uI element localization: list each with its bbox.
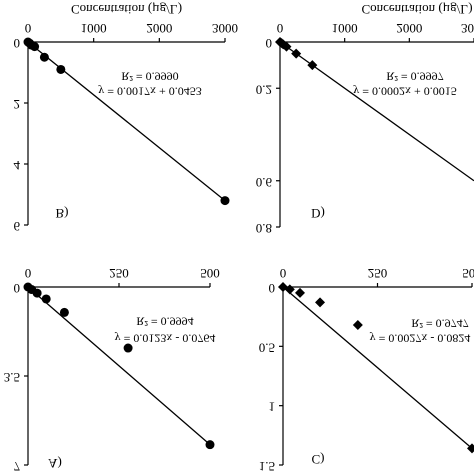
x-tick-label: 1000: [332, 21, 358, 36]
y-tick-label: 1.5: [259, 459, 275, 474]
y-tick-label: 0: [266, 36, 273, 51]
point: [295, 287, 306, 298]
point: [467, 443, 474, 454]
trend-line: [282, 286, 473, 449]
panel-label: A): [48, 456, 62, 471]
r-squared: R² = 0.9994: [136, 314, 193, 328]
y-tick-label: 4: [14, 158, 21, 173]
point: [352, 319, 363, 330]
r-squared: R² = 0.9990: [121, 69, 178, 83]
x-tick-label: 3000: [212, 21, 238, 36]
trend-line: [27, 286, 211, 446]
point: [307, 60, 318, 71]
x-tick-label: 0: [277, 21, 284, 36]
point: [220, 196, 230, 206]
x-tick-label: 250: [368, 266, 388, 281]
point: [56, 64, 66, 74]
x-tick-label: 500: [200, 266, 220, 281]
x-tick-label: 0: [25, 266, 32, 281]
point: [32, 288, 42, 298]
point: [291, 48, 302, 59]
equation: y = 0.0123x - 0.0764: [115, 331, 216, 345]
x-axis-label: Concentration (µg/L): [361, 2, 472, 17]
x-tick-label: 3000: [461, 21, 474, 36]
y-tick-label: 0.5: [259, 340, 275, 355]
r-squared: R² = 0.9997: [386, 69, 443, 83]
panel-label: D): [311, 206, 325, 221]
point: [315, 297, 326, 308]
y-tick-label: 2: [14, 97, 21, 112]
y-tick-label: 0.6: [256, 175, 273, 190]
equation: y = 0.0017x + 0.0453: [98, 84, 202, 98]
x-tick-label: 500: [462, 266, 474, 281]
y-tick-label: 0.8: [256, 221, 272, 236]
point: [284, 284, 295, 295]
y-tick-label: 0: [14, 281, 21, 296]
point: [281, 41, 292, 52]
r-squared: R² = 0.9747: [411, 316, 468, 330]
y-tick-label: 0: [14, 36, 21, 51]
y-tick-label: 6: [14, 219, 21, 234]
point: [205, 440, 215, 450]
point: [123, 343, 133, 353]
point: [30, 42, 40, 52]
y-tick-label: 1: [269, 400, 276, 415]
y-tick-label: 7: [14, 459, 21, 474]
y-tick-label: 0.2: [256, 82, 272, 97]
x-axis-label: Concentration (µg/L): [71, 2, 182, 17]
equation: y = 0.0002x + 0.0015: [353, 84, 457, 98]
x-tick-label: 2000: [396, 21, 422, 36]
point: [59, 307, 69, 317]
panel-label: C): [312, 452, 325, 467]
point: [41, 294, 51, 304]
equation: y = 0.0027x - 0.0824: [370, 331, 471, 345]
x-tick-label: 2000: [146, 21, 172, 36]
x-tick-label: 0: [280, 266, 287, 281]
x-tick-label: 250: [109, 266, 129, 281]
trend-line: [279, 41, 474, 182]
panel-label: B): [56, 206, 69, 221]
y-tick-label: 0: [269, 281, 276, 296]
x-tick-label: 0: [25, 21, 32, 36]
point: [39, 52, 49, 62]
x-tick-label: 1000: [81, 21, 107, 36]
trend-line: [27, 41, 226, 202]
y-tick-label: 3.5: [4, 370, 20, 385]
